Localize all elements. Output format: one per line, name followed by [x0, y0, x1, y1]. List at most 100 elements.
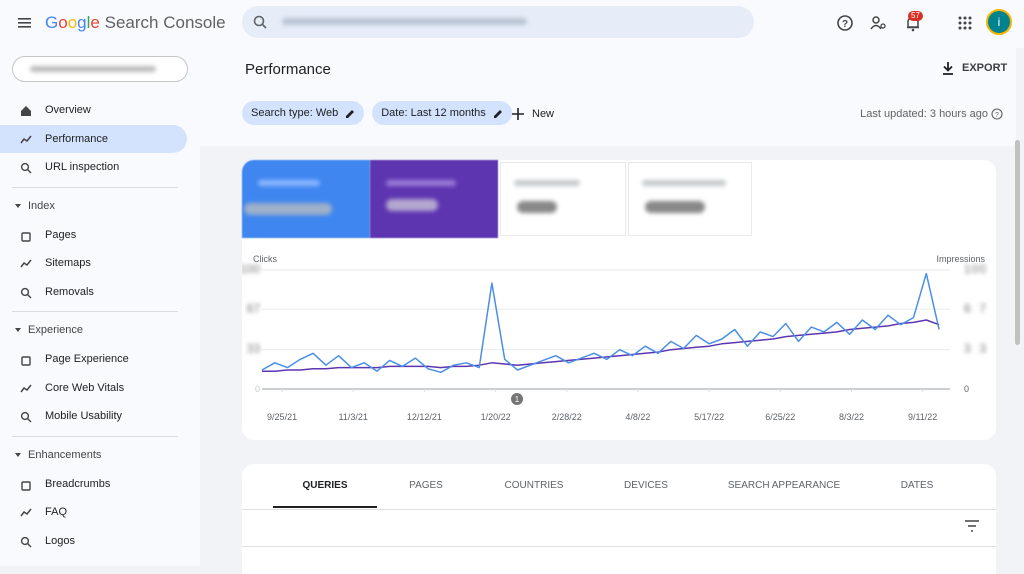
y2-tick-label: 33	[964, 342, 986, 356]
tab[interactable]: COUNTRIES	[504, 480, 564, 491]
nav-item[interactable]: Core Web Vitals	[45, 381, 125, 394]
x-tick-label: 11/3/21	[339, 412, 368, 422]
x-tick-label: 2/28/22	[552, 412, 582, 422]
logo-letter: G	[45, 13, 59, 32]
filter-chip[interactable]: Search type: Web	[242, 101, 365, 125]
logo-letter: o	[67, 13, 78, 32]
line-series	[261, 272, 940, 374]
y2-tick-label: 100	[964, 262, 986, 276]
y-tick-label: 0	[255, 384, 260, 394]
nav-item[interactable]: Page Experience	[45, 353, 129, 365]
nav-icon	[20, 410, 32, 423]
info-icon: ?	[991, 108, 1003, 120]
logo-letter: l	[86, 13, 91, 32]
nav-icon	[20, 161, 32, 174]
x-tick-label: 1/20/22	[481, 412, 511, 422]
help-icon[interactable]: ?	[836, 14, 854, 32]
performance-chart: Clicks Impressions 0 33 67 100 0 33 67 100 9/25/21…	[242, 254, 986, 422]
x-tick-label: 9/11/22	[908, 412, 937, 422]
nav-item[interactable]: Overview	[45, 104, 91, 116]
nav-item[interactable]: Breadcrumbs	[45, 477, 111, 490]
nav-icon	[20, 229, 32, 242]
nav-item[interactable]: Logos	[45, 534, 75, 547]
x-tick-label: 12/12/21	[407, 412, 442, 422]
nav-section-title[interactable]: Index	[28, 199, 55, 212]
nav-icon	[20, 382, 32, 394]
apps-icon[interactable]	[957, 15, 973, 31]
new-filter-button[interactable]: New	[532, 108, 555, 120]
logo-letter: o	[58, 13, 68, 32]
nav-icon	[20, 535, 32, 547]
nav-section-title[interactable]: Enhancements	[28, 448, 102, 461]
filter-chip[interactable]: Date: Last 12 months	[372, 101, 512, 125]
tab[interactable]: QUERIES	[302, 480, 348, 491]
metric-tile-position[interactable]	[628, 162, 752, 236]
tab-underline	[273, 506, 377, 508]
nav-item[interactable]: FAQ	[45, 506, 68, 518]
x-tick-label: 4/8/22	[625, 412, 650, 422]
notification-count: 57	[911, 11, 920, 20]
filter-icon[interactable]	[964, 519, 980, 533]
edit-icon	[344, 107, 356, 119]
search-placeholder-blurred	[282, 18, 527, 25]
svg-text:?: ?	[842, 19, 848, 30]
search-icon	[253, 15, 267, 29]
nav-caret	[15, 328, 21, 332]
tab[interactable]: SEARCH APPEARANCE	[727, 480, 841, 491]
logo: Google Search Console	[45, 13, 226, 33]
tabs-divider	[242, 509, 996, 510]
export-button[interactable]: EXPORT	[962, 62, 1008, 74]
x-tick-label: 6/25/22	[765, 412, 795, 422]
y-axis-label: Clicks	[253, 254, 277, 264]
nav-item[interactable]: Removals	[45, 285, 94, 298]
logo-letter: g	[77, 13, 87, 32]
x-tick-label: 5/17/22	[694, 412, 724, 422]
y2-tick-label: 0	[964, 384, 969, 394]
plus-icon	[512, 108, 524, 120]
line-series	[262, 319, 940, 372]
svg-text:?: ?	[995, 112, 999, 119]
tab[interactable]: DATES	[900, 480, 934, 491]
tab[interactable]: DEVICES	[624, 480, 668, 491]
annotation-marker	[511, 393, 523, 405]
metric-blurred	[514, 180, 580, 186]
metric-blurred	[517, 201, 557, 213]
users-icon[interactable]	[869, 14, 887, 32]
y-tick-label: 33	[247, 342, 261, 356]
nav-icon	[20, 133, 32, 145]
product-name: Search Console	[104, 13, 226, 32]
nav-item[interactable]: Mobile Usability	[45, 410, 123, 422]
metric-tile-ctr[interactable]	[500, 162, 626, 236]
nav-item[interactable]: URL inspection	[45, 161, 120, 173]
sidebar	[0, 0, 200, 566]
metric-blurred	[386, 180, 456, 186]
nav-item[interactable]: Performance	[45, 132, 108, 145]
y2-tick-label: 67	[964, 301, 986, 315]
nav-icon	[20, 353, 32, 366]
avatar-letter: i	[997, 15, 1001, 29]
metric-blurred	[258, 180, 320, 186]
avatar[interactable]	[986, 9, 1012, 35]
metric-tile-clicks[interactable]	[242, 160, 370, 238]
scrollbar[interactable]	[1015, 140, 1020, 345]
notification-badge	[908, 11, 923, 21]
nav-item[interactable]: Sitemaps	[45, 257, 91, 269]
metric-blurred	[645, 201, 705, 213]
nav-section-title[interactable]: Experience	[28, 324, 84, 336]
tab[interactable]: PAGES	[409, 480, 443, 491]
property-blurred	[30, 66, 156, 72]
nav-selected-bg	[0, 124, 187, 153]
nav-item[interactable]: Pages	[45, 228, 77, 241]
annotation-label: 1	[515, 395, 520, 404]
logo-google: Google	[45, 13, 100, 32]
menu-icon[interactable]	[16, 15, 34, 31]
x-tick-label: 8/3/22	[839, 412, 864, 422]
y-tick-label: 100	[242, 262, 260, 276]
main-header	[200, 48, 1016, 146]
page-title: Performance	[245, 61, 331, 78]
nav-divider	[12, 311, 178, 312]
metric-blurred	[386, 199, 438, 211]
nav-caret	[15, 203, 21, 208]
nav-caret	[15, 452, 21, 457]
